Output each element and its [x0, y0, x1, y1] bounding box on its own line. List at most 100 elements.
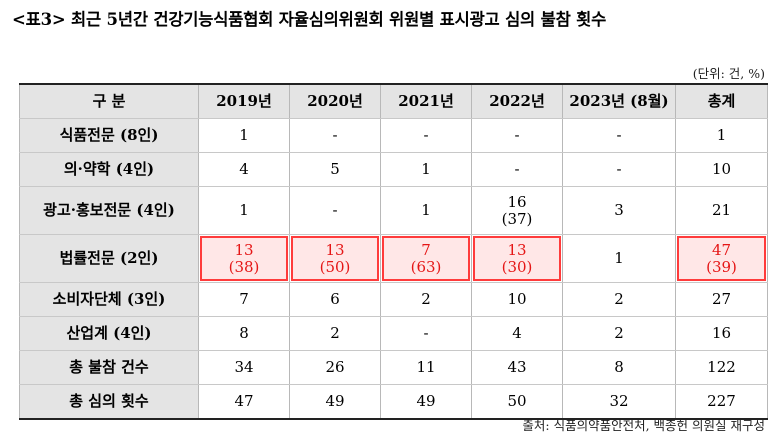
header-column: 총계 [675, 83, 768, 119]
table-cell: 1 [380, 152, 472, 187]
table-cell: 34 [198, 350, 290, 385]
cell-value: 49 [325, 391, 345, 410]
cell-value: 27 [711, 290, 732, 308]
cell-value: 1 [239, 126, 249, 144]
table-row: 광고·홍보전문 (4인) 1 - 1 16 (37) 3 21 [19, 186, 768, 235]
table-cell: 50 [471, 384, 563, 420]
row-label: 식품전문 (8인) [19, 118, 199, 153]
unit-note: (단위: 건, %) [692, 66, 765, 81]
table-cell: 11 [380, 350, 472, 385]
cell-value: 8 [239, 324, 249, 342]
table-cell: 8 [562, 350, 676, 385]
cell-value: 11 [416, 358, 436, 376]
table-cell: 21 [675, 186, 768, 235]
cell-value: 16 [507, 192, 527, 211]
row-label: 광고·홍보전문 (4인) [19, 186, 199, 235]
table-row: 총 불참 건수 34 26 11 43 8 122 [19, 350, 768, 385]
table-cell: 8 [198, 316, 290, 351]
table-cell: 1 [675, 118, 768, 153]
header-row: 구 분 2019년 2020년 2021년 2022년 2023년 (8월) 총계 [19, 83, 768, 119]
table-cell: 16 (37) [471, 186, 563, 235]
table-row: 총 심의 횟수 47 49 49 50 32 227 [19, 384, 768, 420]
table-cell: 16 [675, 316, 768, 351]
cell-value: 8 [614, 358, 624, 376]
table-body: 식품전문 (8인) 1 - - - - 1 의·약학 (4인) 4 5 1 - - 10 광고·홍보전문 (… [19, 118, 768, 420]
table-cell: 32 [562, 384, 676, 420]
header-category: 구 분 [19, 83, 199, 119]
table-cell: 7 (63) [380, 234, 472, 283]
table-cell: 1 [562, 234, 676, 283]
row-label: 총 심의 횟수 [19, 384, 199, 420]
table-cell: - [562, 118, 676, 153]
table-cell: 10 [675, 152, 768, 187]
table-cell: 3 [562, 186, 676, 235]
row-label: 의·약학 (4인) [19, 152, 199, 187]
table-row: 소비자단체 (3인) 7 6 2 10 2 27 [19, 282, 768, 317]
cell-value: 13 [325, 240, 345, 259]
cell-value: 7 [239, 290, 249, 308]
cell-value: 122 [707, 358, 736, 376]
cell-value: 1 [421, 201, 431, 219]
table-cell: 2 [380, 282, 472, 317]
cell-value: 13 [507, 240, 527, 259]
table-cell: 47 [198, 384, 290, 420]
table-cell: - [562, 152, 676, 187]
table-cell: 6 [289, 282, 381, 317]
table-cell: - [471, 152, 563, 187]
table-cell: - [289, 186, 381, 235]
cell-value: 43 [507, 358, 527, 376]
table-row: 의·약학 (4인) 4 5 1 - - 10 [19, 152, 768, 187]
table-cell: 47 (39) [675, 234, 768, 283]
header-column: 2020년 [289, 83, 381, 119]
cell-value: - [423, 126, 429, 144]
table-cell: 2 [289, 316, 381, 351]
table-cell: 1 [380, 186, 472, 235]
cell-percent: (50) [319, 257, 351, 276]
cell-value: 26 [325, 358, 345, 376]
cell-value: 5 [330, 160, 340, 178]
table-cell: 2 [562, 282, 676, 317]
cell-value: 4 [512, 324, 522, 342]
table-cell: 49 [289, 384, 381, 420]
cell-value: 1 [716, 126, 727, 144]
cell-value: - [616, 160, 622, 178]
table-row: 법률전문 (2인) 13 (38) 13 (50) 7 (63) 13 (30) 1 47 (39) [19, 234, 768, 283]
cell-value: 47 [234, 391, 254, 410]
cell-value: 34 [234, 358, 254, 376]
cell-value: 6 [330, 290, 340, 308]
table-row: 식품전문 (8인) 1 - - - - 1 [19, 118, 768, 153]
table-cell: 2 [562, 316, 676, 351]
table-cell: 13 (50) [289, 234, 381, 283]
row-label: 소비자단체 (3인) [19, 282, 199, 317]
cell-value: 4 [239, 160, 249, 178]
header-column: 2023년 (8월) [562, 83, 676, 119]
table-cell: 122 [675, 350, 768, 385]
cell-value: 1 [421, 160, 431, 178]
table-cell: - [471, 118, 563, 153]
cell-value: 10 [711, 160, 732, 178]
cell-value: - [616, 126, 622, 144]
source-note: 출처: 식품의약품안전처, 백종헌 의원실 재구성 [522, 418, 765, 433]
table-cell: 26 [289, 350, 381, 385]
cell-percent: (37) [501, 209, 533, 228]
cell-value: 49 [416, 391, 436, 410]
table-cell: 13 (38) [198, 234, 290, 283]
cell-value: 13 [234, 240, 254, 259]
cell-percent: (38) [228, 257, 260, 276]
cell-value: 1 [239, 201, 249, 219]
cell-percent: (30) [501, 257, 533, 276]
row-label: 법률전문 (2인) [19, 234, 199, 283]
table-cell: 4 [198, 152, 290, 187]
table-cell: 4 [471, 316, 563, 351]
cell-percent: (63) [410, 257, 442, 276]
cell-value: - [514, 160, 520, 178]
table-cell: 7 [198, 282, 290, 317]
cell-value: 16 [711, 324, 732, 342]
table-cell: - [289, 118, 381, 153]
table-cell: 227 [675, 384, 768, 420]
cell-value: 3 [614, 201, 624, 219]
table-cell: 43 [471, 350, 563, 385]
cell-value: 2 [421, 290, 431, 308]
table-cell: - [380, 118, 472, 153]
cell-value: - [514, 126, 520, 144]
